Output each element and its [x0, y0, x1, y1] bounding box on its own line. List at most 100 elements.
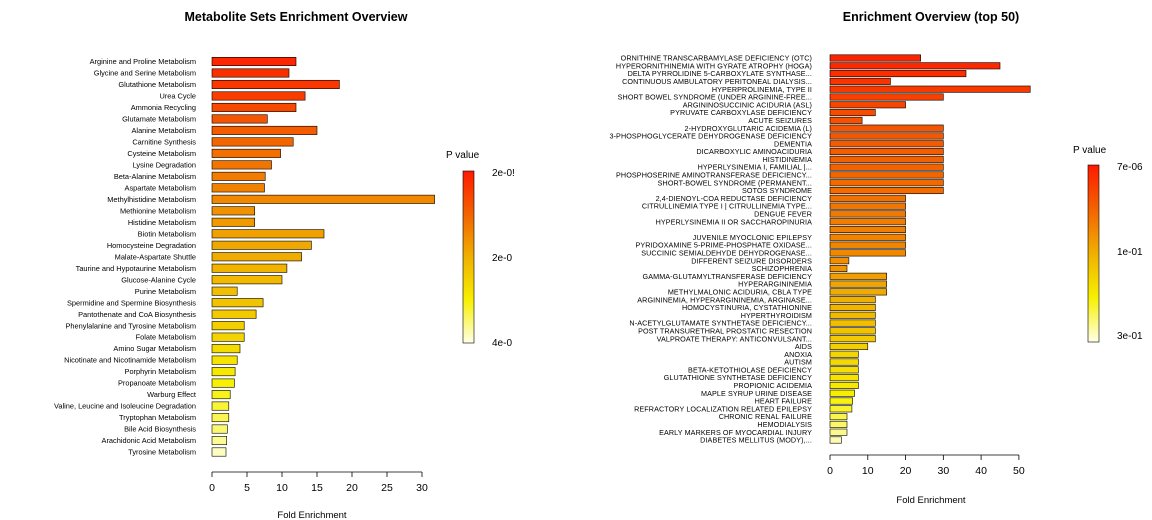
- x-tick-label: 15: [311, 482, 323, 494]
- category-label: 3-PHOSPHOGLYCERATE DEHYDROGENASE DEFICIE…: [609, 132, 812, 141]
- category-label: N-ACETYLGLUTAMATE SYNTHETASE DEFICIENCY.…: [629, 319, 812, 328]
- category-label: Folate Metabolism: [136, 333, 196, 342]
- bar: [829, 179, 944, 187]
- bar: [829, 296, 876, 304]
- category-label: Biotin Metabolism: [138, 229, 196, 238]
- bar: [211, 263, 288, 273]
- category-label: Amino Sugar Metabolism: [113, 344, 196, 353]
- x-axis-title-left: Fold Enrichment: [277, 510, 347, 520]
- bar: [211, 240, 312, 250]
- bar: [211, 401, 230, 411]
- bar: [211, 321, 245, 331]
- bar: [211, 298, 264, 308]
- category-label: ARGININEMIA, HYPERARGININEMIA, ARGINASE.…: [637, 295, 812, 304]
- category-label: HYPERARGININEMIA: [738, 280, 812, 289]
- bar: [829, 77, 891, 85]
- category-label: HYPERTHYROIDISM: [741, 311, 812, 320]
- bar: [211, 125, 318, 135]
- bar: [829, 358, 859, 366]
- bar: [211, 367, 236, 377]
- category-label: Glutathione Metabolism: [118, 80, 196, 89]
- category-label: PHOSPHOSERINE AMINOTRANSFERASE DEFICIENC…: [616, 171, 812, 180]
- bar: [829, 101, 906, 109]
- bar: [829, 319, 876, 327]
- bar: [829, 187, 944, 195]
- legend-title-left: P value: [446, 150, 480, 161]
- bar: [211, 229, 325, 239]
- bar: [829, 303, 876, 311]
- bar: [829, 374, 859, 382]
- legend-label-top-right: 7e-06: [1117, 162, 1143, 173]
- bar: [829, 335, 876, 343]
- legend-label-bottom-left: 4e-0: [492, 338, 512, 349]
- bar: [829, 233, 906, 241]
- bar: [211, 344, 241, 354]
- bar: [829, 389, 855, 397]
- bar: [829, 381, 859, 389]
- category-label: DIABETES MELLITUS (MODY),...: [700, 436, 812, 445]
- bar: [829, 436, 842, 444]
- category-label: POST TRANSURETHRAL PROSTATIC RESECTION: [638, 326, 812, 335]
- x-tick-label: 25: [381, 482, 393, 494]
- bar: [211, 217, 256, 227]
- bar: [829, 350, 859, 358]
- bar: [211, 68, 290, 78]
- x-tick-label: 30: [416, 482, 428, 494]
- bar: [829, 218, 906, 226]
- bar: [829, 413, 848, 421]
- bar: [829, 327, 876, 335]
- category-label: HYPERLYSINEMIA II OR SACCHAROPINURIA: [656, 217, 813, 226]
- category-label: SHORT-BOWEL SYNDROME (PERMANENT...: [658, 178, 812, 187]
- legend-colorbar-right: [1087, 164, 1100, 343]
- category-label: PROPIONIC ACIDEMIA: [734, 381, 813, 390]
- category-label: Propanoate Metabolism: [118, 379, 196, 388]
- x-axis-title-right: Fold Enrichment: [896, 495, 966, 506]
- category-label: Tryptophan Metabolism: [119, 413, 196, 422]
- category-label: PYRIDOXAMINE 5-PRIME-PHOSPHATE OXIDASE..…: [636, 241, 813, 250]
- bar: [211, 79, 340, 89]
- category-label: HOMOCYSTINURIA, CYSTATHIONINE: [682, 303, 812, 312]
- bar: [211, 102, 297, 112]
- category-label: Glucose-Alanine Cycle: [121, 275, 196, 284]
- bar-chart-left: Arginine and Proline Metabolism Glycine a…: [54, 56, 435, 494]
- category-label: SHORT BOWEL SYNDROME (UNDER ARGININE-FRE…: [618, 93, 812, 102]
- category-label: Methylhistidine Metabolism: [107, 195, 196, 204]
- category-label: Carnitine Synthesis: [132, 137, 196, 146]
- bar: [211, 390, 231, 400]
- bar: [211, 424, 228, 434]
- category-label: HYPERLYSINEMIA I, FAMILIAL |...: [698, 163, 812, 172]
- category-label: DELTA PYRROLIDINE 5-CARBOXYLATE SYNTHASE…: [628, 69, 812, 78]
- bar: [829, 226, 906, 234]
- bar: [211, 378, 235, 388]
- bar: [829, 405, 853, 413]
- category-label: ANOXIA: [784, 350, 812, 359]
- category-label: Pantothenate and CoA Biosynthesis: [78, 310, 196, 319]
- bar: [211, 252, 302, 262]
- category-label: CHRONIC RENAL FAILURE: [719, 412, 812, 421]
- bar: [829, 342, 869, 350]
- bar: [829, 171, 944, 179]
- category-label: METHYLMALONIC ACIDURIA, CBLA TYPE: [668, 287, 812, 296]
- category-label: HEART FAILURE: [755, 397, 812, 406]
- category-label: SCHIZOPHRENIA: [752, 264, 813, 273]
- bar: [211, 275, 283, 285]
- bar: [211, 355, 238, 365]
- legend-title-right: P value: [1073, 145, 1107, 156]
- bar: [211, 413, 230, 423]
- bar: [829, 311, 876, 319]
- legend-label-bottom-right: 3e-01: [1117, 331, 1143, 342]
- category-label: Ammonia Recycling: [131, 103, 196, 112]
- bar: [211, 114, 268, 124]
- bar: [211, 148, 281, 158]
- bar: [829, 420, 848, 428]
- category-label: CONTINUOUS AMBULATORY PERITONEAL DIALYSI…: [622, 77, 812, 86]
- bar: [211, 436, 227, 446]
- bar: [829, 264, 848, 272]
- x-tick-label: 40: [975, 465, 987, 477]
- category-label: 2-HYDROXYGLUTARIC ACIDEMIA (L): [685, 124, 812, 133]
- bar: [211, 137, 294, 147]
- x-tick-label: 30: [937, 465, 949, 477]
- bar: [211, 171, 266, 181]
- category-label: HYPERORNITHINEMIA WITH GYRATE ATROPHY (H…: [616, 61, 812, 70]
- category-label: Alanine Metabolism: [132, 126, 197, 135]
